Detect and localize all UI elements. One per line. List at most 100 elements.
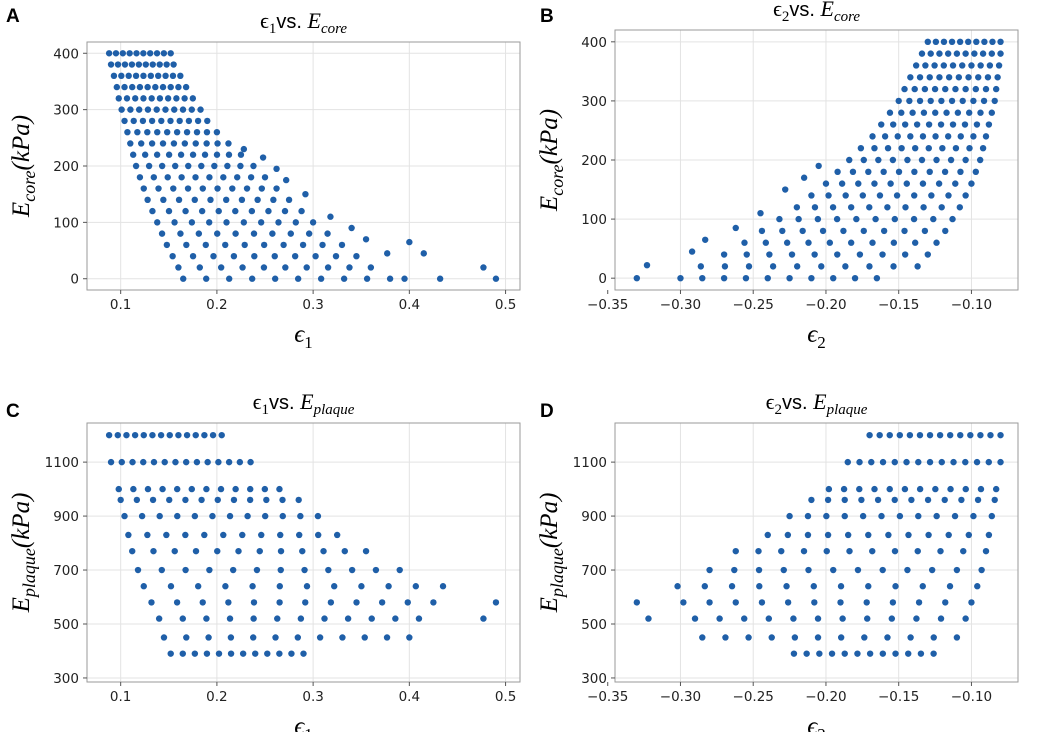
scatter-point [346, 264, 353, 271]
scatter-point [244, 512, 251, 520]
scatter-point [203, 128, 211, 136]
x-tick-label: 0.2 [206, 689, 227, 705]
scatter-point [327, 213, 334, 220]
scatter-point [962, 85, 969, 93]
scatter-point [840, 485, 848, 493]
scatter-point [232, 207, 239, 215]
scatter-point [140, 458, 147, 466]
scatter-point [338, 241, 346, 249]
scatter-point [358, 583, 365, 590]
scatter-point [192, 174, 199, 181]
scatter-point [372, 566, 380, 574]
scatter-point [745, 263, 753, 270]
scatter-point [163, 61, 170, 68]
scatter-point [841, 650, 848, 657]
scatter-point [162, 72, 169, 80]
y-axis-symbol: E [8, 202, 35, 218]
scatter-point [988, 109, 996, 116]
scatter-point [911, 168, 918, 176]
scatter-point [287, 230, 294, 237]
scatter-point [922, 62, 929, 69]
scatter-point [889, 156, 897, 164]
scatter-point [699, 274, 706, 282]
scatter-point [860, 227, 867, 235]
scatter-point [327, 599, 335, 606]
scatter-point [914, 263, 921, 270]
scatter-point [855, 180, 862, 187]
scatter-point [123, 431, 130, 439]
scatter-point [325, 566, 332, 574]
scatter-point [239, 264, 246, 271]
scatter-point [189, 151, 197, 158]
scatter-point [936, 50, 943, 57]
scatter-point [107, 458, 115, 466]
scatter-point [344, 615, 352, 622]
scatter-point [830, 566, 837, 574]
scatter-point [296, 531, 303, 539]
scatter-point [140, 95, 147, 102]
scatter-point [913, 121, 921, 128]
scatter-point [115, 485, 122, 493]
scatter-point [263, 496, 270, 504]
scatter-point [314, 531, 322, 539]
scatter-point [158, 566, 165, 574]
scatter-point [913, 615, 920, 622]
scatter-point [225, 458, 233, 466]
scatter-point [167, 117, 174, 125]
scatter-point [961, 121, 969, 128]
scatter-point [810, 583, 817, 590]
scatter-point [886, 431, 893, 439]
scatter-point [875, 156, 882, 164]
scatter-point [237, 162, 244, 170]
scatter-point [973, 38, 980, 46]
scatter-point [962, 50, 969, 57]
scatter-point [884, 204, 891, 211]
x-axis-subscript: 1 [304, 333, 313, 352]
scatter-point [823, 547, 830, 555]
y-axis-unit: (kPa) [536, 109, 563, 165]
scatter-point [204, 458, 211, 466]
scatter-point [965, 109, 973, 116]
y-axis-label: Ecore(kPa) [536, 109, 567, 212]
scatter-point [992, 485, 1000, 493]
scatter-point [834, 168, 841, 176]
y-axis-subscript: plaque [547, 548, 567, 599]
scatter-point [859, 192, 867, 199]
scatter-point [199, 185, 206, 192]
scatter-point [294, 275, 302, 282]
scatter-point [901, 85, 908, 93]
scatter-point [348, 566, 356, 574]
scatter-point [981, 38, 988, 46]
scatter-point [172, 162, 179, 170]
scatter-point [300, 650, 307, 657]
scatter-point [978, 566, 985, 574]
scatter-point [918, 156, 926, 164]
scatter-point [783, 583, 790, 590]
scatter-point [931, 62, 938, 69]
scatter-point [121, 83, 128, 91]
scatter-point [928, 192, 935, 199]
scatter-point [214, 140, 221, 147]
scatter-point [985, 458, 992, 466]
scatter-point [182, 83, 190, 91]
scatter-point [824, 531, 832, 539]
scatter-point [932, 109, 939, 116]
scatter-point [439, 583, 447, 590]
scatter-point [840, 227, 847, 235]
scatter-point [633, 599, 641, 606]
scatter-point [406, 634, 413, 641]
scatter-point [281, 207, 289, 215]
scatter-point [282, 176, 290, 184]
scatter-point [277, 531, 284, 539]
y-axis-label: Eplaque(kPa) [536, 493, 567, 614]
scatter-point [194, 583, 202, 590]
scatter-point [256, 547, 263, 555]
scatter-point [341, 547, 348, 555]
scatter-point [815, 162, 822, 170]
scatter-point [921, 85, 929, 93]
y-axis-subscript: plaque [19, 548, 39, 599]
scatter-point [227, 650, 235, 657]
scatter-point [828, 650, 836, 657]
scatter-point [182, 207, 189, 215]
scatter-point [924, 251, 931, 258]
